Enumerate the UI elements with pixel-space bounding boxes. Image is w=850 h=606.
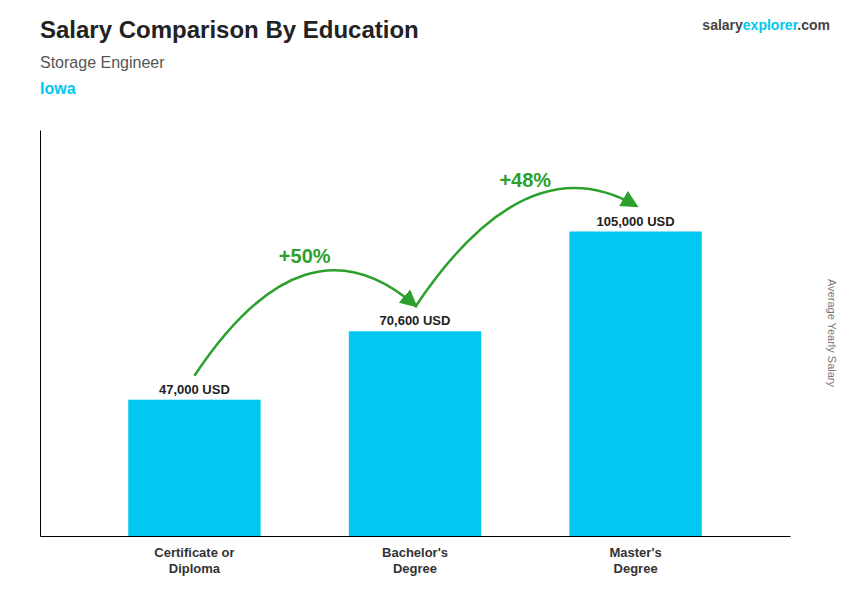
bar <box>128 400 260 536</box>
watermark-part: salary <box>702 17 743 33</box>
x-axis-line <box>41 536 791 537</box>
data-label: 47,000 USD <box>159 382 230 397</box>
bar <box>569 232 701 537</box>
watermark-part: .com <box>797 17 830 33</box>
subtitle: Storage Engineer <box>40 54 165 71</box>
bars <box>128 232 702 537</box>
y-axis <box>40 131 41 537</box>
y-axis-line <box>40 131 41 537</box>
change-label: +48% <box>499 169 551 191</box>
x-axis: Certificate orDiplomaBachelor'sDegreeMas… <box>41 536 791 576</box>
change-arrow <box>415 188 636 307</box>
x-tick-label: Bachelor'sDegree <box>382 545 448 576</box>
y-axis-title: Average Yearly Salary <box>826 279 838 388</box>
title: Salary Comparison By Education <box>40 16 419 43</box>
x-tick-label-line: Certificate or <box>154 545 234 560</box>
x-tick-label-line: Degree <box>393 561 437 576</box>
data-label: 70,600 USD <box>380 313 451 328</box>
change-arrow <box>194 270 415 375</box>
change-arrows <box>194 188 635 376</box>
x-tick-label-line: Diploma <box>169 561 221 576</box>
watermark: salaryexplorer.com <box>702 17 830 33</box>
x-tick-label: Certificate orDiploma <box>154 545 234 576</box>
data-label: 105,000 USD <box>597 214 675 229</box>
change-label: +50% <box>279 245 331 267</box>
x-tick-label-line: Bachelor's <box>382 545 448 560</box>
x-tick: Master'sDegree <box>609 536 661 576</box>
x-tick: Certificate orDiploma <box>154 536 234 576</box>
location: Iowa <box>40 80 76 97</box>
bar <box>349 331 481 536</box>
x-tick-label: Master'sDegree <box>609 545 661 576</box>
x-tick: Bachelor'sDegree <box>382 536 448 576</box>
x-tick-label-line: Degree <box>614 561 658 576</box>
chart-svg: Salary Comparison By Education Storage En… <box>0 0 850 606</box>
x-tick-label-line: Master's <box>609 545 661 560</box>
watermark-part: explorer <box>743 17 799 33</box>
